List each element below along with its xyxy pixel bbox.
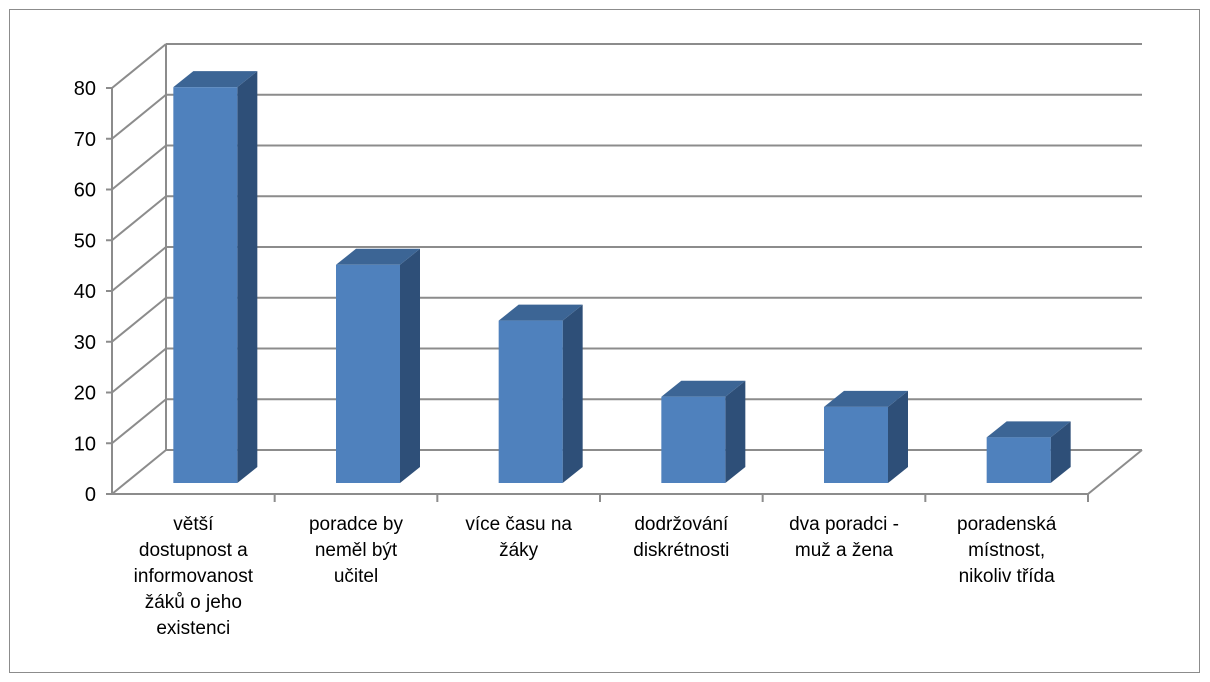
side-wall-gridline	[111, 296, 167, 343]
bar-side	[237, 71, 258, 484]
bar	[336, 264, 400, 483]
y-tick-label: 10	[74, 433, 96, 455]
bar-side	[888, 390, 908, 483]
bar	[661, 396, 726, 483]
side-wall-gridline	[111, 93, 167, 140]
side-wall-gridline	[111, 246, 167, 292]
y-tick-label: 40	[74, 281, 96, 303]
side-wall-gridline	[111, 398, 167, 445]
bar-top	[661, 380, 746, 397]
bar-top	[986, 421, 1071, 438]
category-label: poradce by neměl být učitel	[308, 514, 403, 587]
bar-side	[725, 380, 746, 483]
bar-side	[400, 248, 420, 483]
bar-top	[498, 304, 583, 321]
side-wall-gridline	[111, 347, 167, 394]
bar	[498, 320, 563, 483]
side-wall-gridline	[111, 449, 167, 495]
side-wall-gridline	[111, 195, 167, 242]
y-tick-label: 70	[74, 129, 96, 151]
bar-side	[562, 304, 583, 483]
bar-top	[336, 248, 420, 265]
bar	[986, 437, 1051, 483]
y-tick-label: 0	[85, 484, 96, 506]
side-wall-gridline	[111, 43, 167, 89]
bar	[824, 406, 888, 483]
bar-top	[824, 390, 908, 407]
side-wall-gridline	[111, 144, 167, 191]
bar	[173, 87, 238, 484]
bar-side	[1050, 421, 1071, 483]
y-tick-label: 80	[74, 78, 96, 100]
category-label: poradenská místnost, nikoliv třída	[957, 514, 1057, 587]
category-label: dodržování diskrétnosti	[633, 514, 730, 561]
y-tick-label: 30	[74, 332, 96, 354]
category-label: dva poradci - muž a žena	[789, 514, 899, 561]
category-label: větší dostupnost a informovanost žáků o …	[133, 514, 253, 639]
category-label: více času na žáky	[465, 514, 572, 561]
floor-right-edge	[1087, 449, 1143, 495]
bar-top	[173, 71, 258, 88]
y-tick-label: 50	[74, 230, 96, 252]
y-tick-label: 60	[74, 180, 96, 202]
y-tick-label: 20	[74, 383, 96, 405]
